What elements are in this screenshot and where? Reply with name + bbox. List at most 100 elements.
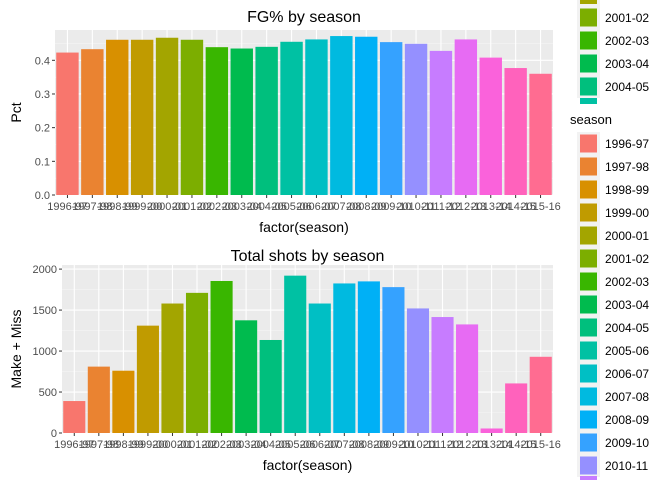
legend-key (580, 134, 597, 153)
x-tick-label: 2002-03 (197, 201, 237, 213)
legend-label: 2002-03 (605, 275, 649, 289)
x-tick-label: 2000-01 (147, 201, 187, 213)
x-tick-label: 2006-07 (296, 201, 336, 213)
legend-label: 2004-05 (605, 80, 649, 94)
bar-2008-09 (355, 36, 378, 195)
y-tick-label: 1000 (33, 346, 57, 358)
legend-top: 2001-02 2002-03 2003-04 2004-05 (577, 6, 649, 98)
legend-key-partial (580, 0, 597, 4)
bar-2005-06 (280, 41, 303, 196)
x-tick-label: 2008-09 (349, 439, 389, 451)
legend-label: 2007-08 (605, 390, 649, 404)
x-axis-title: factor(season) (263, 457, 352, 473)
legend-label: 2002-03 (605, 34, 649, 48)
bar-2000-01 (155, 37, 179, 195)
bar-2010-11 (406, 308, 430, 433)
bar-2009-10 (382, 287, 405, 433)
x-tick-label: 2014-15 (495, 201, 535, 213)
y-tick-label: 0.4 (35, 55, 50, 67)
legend-entry-1999-00: 1999-00 (577, 201, 649, 224)
legend-label: 1997-98 (605, 160, 649, 174)
legend-label: 2005-06 (605, 344, 649, 358)
y-tick-label: 0.3 (35, 89, 50, 101)
x-tick-label: 2012-13 (447, 439, 487, 451)
bar-2001-02 (180, 39, 204, 195)
bar-1999-00 (136, 325, 159, 433)
bar-2012-13 (454, 39, 478, 195)
x-tick-label: 1999-00 (128, 439, 168, 451)
bar-2011-12 (429, 50, 453, 196)
x-tick-label: 2013-14 (471, 439, 511, 451)
x-tick-label: 1997-98 (72, 201, 112, 213)
bar-2014-15 (505, 383, 528, 433)
legend-label: 2003-04 (605, 57, 649, 71)
x-tick-label: 2010-11 (396, 201, 436, 213)
bar-2004-05 (259, 339, 282, 433)
x-tick-label: 2009-10 (371, 201, 411, 213)
legend-entry-1997-98: 1997-98 (577, 155, 649, 178)
legend-bottom: season 1996-97 1997-98 1998-99 1999-00 2000-0… (570, 112, 649, 477)
bar-1999-00 (130, 39, 154, 195)
legend-label: 2000-01 (605, 229, 649, 243)
x-tick-label: 2006-07 (300, 439, 340, 451)
bar-1998-99 (106, 39, 129, 195)
legend-key (580, 77, 597, 96)
y-tick-label: 500 (39, 387, 57, 399)
legend-entry-2005-06: 2005-06 (577, 339, 649, 362)
x-tick-label: 1998-99 (103, 439, 143, 451)
legend-entry-1998-99: 1998-99 (577, 178, 649, 201)
chart-panel-2: 0 500 1000 1500 2000 1996-971997-981998-99199… (8, 248, 561, 473)
bar-2005-06 (284, 275, 307, 433)
y-axis-title: Pct (8, 102, 24, 122)
x-tick-label: 2003-04 (226, 439, 266, 451)
legend-entry-2003-04: 2003-04 (577, 52, 649, 75)
y-tick-label: 1500 (33, 305, 57, 317)
x-tick-label: 2011-12 (421, 201, 461, 213)
legend-entry-1996-97: 1996-97 (577, 132, 649, 155)
legend-label: 1996-97 (605, 137, 649, 151)
legend-entry-2001-02: 2001-02 (577, 6, 649, 29)
legend-key (580, 180, 597, 199)
bar-1997-98 (81, 49, 104, 195)
legend-label: 2001-02 (605, 11, 649, 25)
bar-2002-03 (210, 280, 233, 433)
legend-label: 2003-04 (605, 298, 649, 312)
x-tick-label: 2012-13 (446, 201, 486, 213)
bar-2007-08 (333, 283, 356, 433)
x-tick-label: 2000-01 (152, 439, 192, 451)
x-tick-label: 2008-09 (346, 201, 386, 213)
legend-label: 2008-09 (605, 413, 649, 427)
legend-key (580, 54, 597, 73)
y-axis-title: Make + Miss (8, 310, 24, 389)
bar-2000-01 (161, 303, 184, 433)
legend-key (580, 433, 597, 452)
legend-entry-2003-04: 2003-04 (577, 293, 649, 316)
chart-panel-1: 0.0 0.1 0.2 0.3 0.4 1996-971997-981998-991999… (8, 9, 561, 235)
bar-1998-99 (112, 370, 135, 433)
legend-key (580, 318, 597, 337)
x-axis-title: factor(season) (259, 219, 348, 235)
legend-key (580, 295, 597, 314)
legend-entry-2010-11: 2010-11 (577, 454, 648, 477)
legend-entry-2001-02: 2001-02 (577, 247, 649, 270)
legend-label: 2009-10 (605, 436, 649, 450)
bar-2008-09 (357, 281, 380, 433)
bar-1996-97 (56, 52, 79, 196)
legend-entry-2006-07: 2006-07 (577, 362, 649, 385)
y-tick-label: 0.0 (35, 190, 50, 202)
x-tick-label: 2014-15 (496, 439, 536, 451)
legend-entry-2002-03: 2002-03 (577, 270, 649, 293)
x-tick-label: 2009-10 (373, 439, 413, 451)
legend-entry-2004-05: 2004-05 (577, 316, 649, 339)
legend-top-overflow (577, 0, 600, 104)
legend-label: 2010-11 (605, 459, 648, 473)
y-tick-label: 2000 (33, 264, 57, 276)
bar-2015-16 (529, 73, 552, 195)
legend-key (580, 341, 597, 360)
panel-background (62, 265, 553, 433)
legend-label: 2006-07 (605, 367, 649, 381)
legend-entry-2008-09: 2008-09 (577, 408, 649, 431)
chart-title: Total shots by season (231, 248, 385, 265)
x-tick-label: 2002-03 (201, 439, 241, 451)
legend-label: 1998-99 (605, 183, 649, 197)
